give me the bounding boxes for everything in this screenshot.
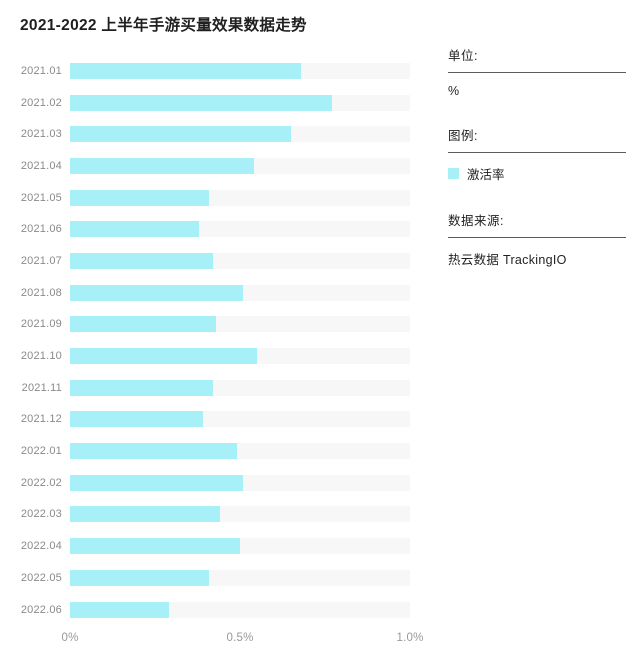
y-axis-label: 2021.05 (20, 191, 62, 204)
activation-rate-bar (70, 506, 220, 523)
y-axis-label: 2021.08 (20, 286, 62, 299)
y-axis-label: 2021.01 (20, 64, 62, 77)
bar-row: 2022.02 (20, 467, 410, 499)
y-axis-label: 2021.11 (21, 381, 62, 394)
bar-track (70, 474, 410, 491)
y-axis-label: 2021.07 (20, 254, 62, 267)
bar-row: 2021.03 (20, 118, 410, 150)
source-label: 数据来源: (448, 210, 626, 238)
bar-track (70, 157, 410, 174)
x-axis-tick-label: 1.0% (396, 632, 424, 645)
y-axis-label: 2021.06 (20, 223, 62, 236)
bar-chart: 2021.01 2021.02 2021.03 2021.04 2021.05 2021.… (20, 55, 423, 650)
legend-swatch-icon (448, 168, 459, 179)
x-axis-tick-label: 0% (61, 632, 79, 645)
activation-rate-bar (70, 94, 332, 111)
activation-rate-bar (70, 126, 291, 143)
y-axis-label: 2021.04 (20, 159, 62, 172)
y-axis-label: 2022.02 (20, 476, 62, 489)
bar-row: 2021.08 (20, 277, 410, 309)
y-axis-label: 2022.03 (20, 508, 62, 521)
bar-row: 2021.05 (20, 182, 410, 214)
bar-row: 2021.11 (20, 372, 410, 404)
y-axis-label: 2021.02 (20, 96, 62, 109)
activation-rate-bar (70, 443, 237, 460)
activation-rate-bar (70, 316, 217, 333)
bar-track (70, 348, 410, 365)
bar-track (70, 126, 410, 143)
activation-rate-bar (70, 189, 210, 206)
y-axis-label: 2021.03 (20, 128, 62, 141)
bar-row: 2022.03 (20, 499, 410, 531)
y-axis-label: 2021.12 (20, 413, 62, 426)
activation-rate-bar (70, 252, 213, 269)
legend-label: 图例: (448, 125, 626, 153)
source-value: 热云数据 TrackingIO (448, 253, 567, 267)
bar-track (70, 316, 410, 333)
bar-row: 2021.07 (20, 245, 410, 277)
bar-track (70, 189, 410, 206)
y-axis-label: 2022.04 (20, 540, 62, 553)
y-axis-label: 2022.05 (20, 571, 62, 584)
activation-rate-bar (70, 569, 210, 586)
y-axis-label: 2021.09 (20, 318, 62, 331)
legend-item-label: 激活率 (467, 168, 505, 182)
bar-track (70, 284, 410, 301)
y-axis-label: 2022.01 (20, 445, 62, 458)
activation-rate-bar (70, 157, 254, 174)
unit-label: 单位: (448, 45, 626, 73)
activation-rate-bar (70, 62, 302, 79)
bar-row: 2021.02 (20, 87, 410, 119)
bar-row: 2021.04 (20, 150, 410, 182)
bar-row: 2021.01 (20, 55, 410, 87)
legend-item: 激活率 (448, 164, 626, 183)
bar-track (70, 62, 410, 79)
y-axis-label: 2022.06 (20, 603, 62, 616)
bar-row: 2022.04 (20, 530, 410, 562)
source-section: 数据来源: 热云数据 TrackingIO (448, 210, 626, 268)
activation-rate-bar (70, 474, 244, 491)
activation-rate-bar (70, 601, 169, 618)
bar-track (70, 538, 410, 555)
activation-rate-bar (70, 284, 244, 301)
activation-rate-bar (70, 221, 200, 238)
bar-track (70, 94, 410, 111)
bar-row: 2021.09 (20, 309, 410, 341)
x-axis: 0% 0.5% 1.0% (61, 632, 423, 650)
bar-track (70, 379, 410, 396)
unit-section: 单位: % (448, 45, 626, 98)
activation-rate-bar (70, 538, 240, 555)
x-axis-tick-label: 0.5% (226, 632, 254, 645)
bar-row: 2021.12 (20, 404, 410, 436)
chart-title: 2021-2022 上半年手游买量效果数据走势 (20, 17, 307, 34)
bar-rows: 2021.01 2021.02 2021.03 2021.04 2021.05 2021.… (20, 55, 410, 625)
bar-row: 2021.10 (20, 340, 410, 372)
bar-track (70, 411, 410, 428)
bar-row: 2022.01 (20, 435, 410, 467)
bar-track (70, 601, 410, 618)
bar-row: 2022.05 (20, 562, 410, 594)
bar-track (70, 506, 410, 523)
legend-section: 图例: 激活率 (448, 125, 626, 183)
bar-track (70, 221, 410, 238)
side-panel: 单位: % 图例: 激活率 数据来源: 热云数据 TrackingIO (448, 45, 626, 295)
bar-row: 2022.06 (20, 594, 410, 626)
bar-track (70, 569, 410, 586)
activation-rate-bar (70, 348, 257, 365)
y-axis-label: 2021.10 (20, 350, 62, 363)
bar-track (70, 443, 410, 460)
activation-rate-bar (70, 379, 213, 396)
unit-value: % (448, 84, 460, 98)
activation-rate-bar (70, 411, 203, 428)
bar-row: 2021.06 (20, 213, 410, 245)
bar-track (70, 252, 410, 269)
